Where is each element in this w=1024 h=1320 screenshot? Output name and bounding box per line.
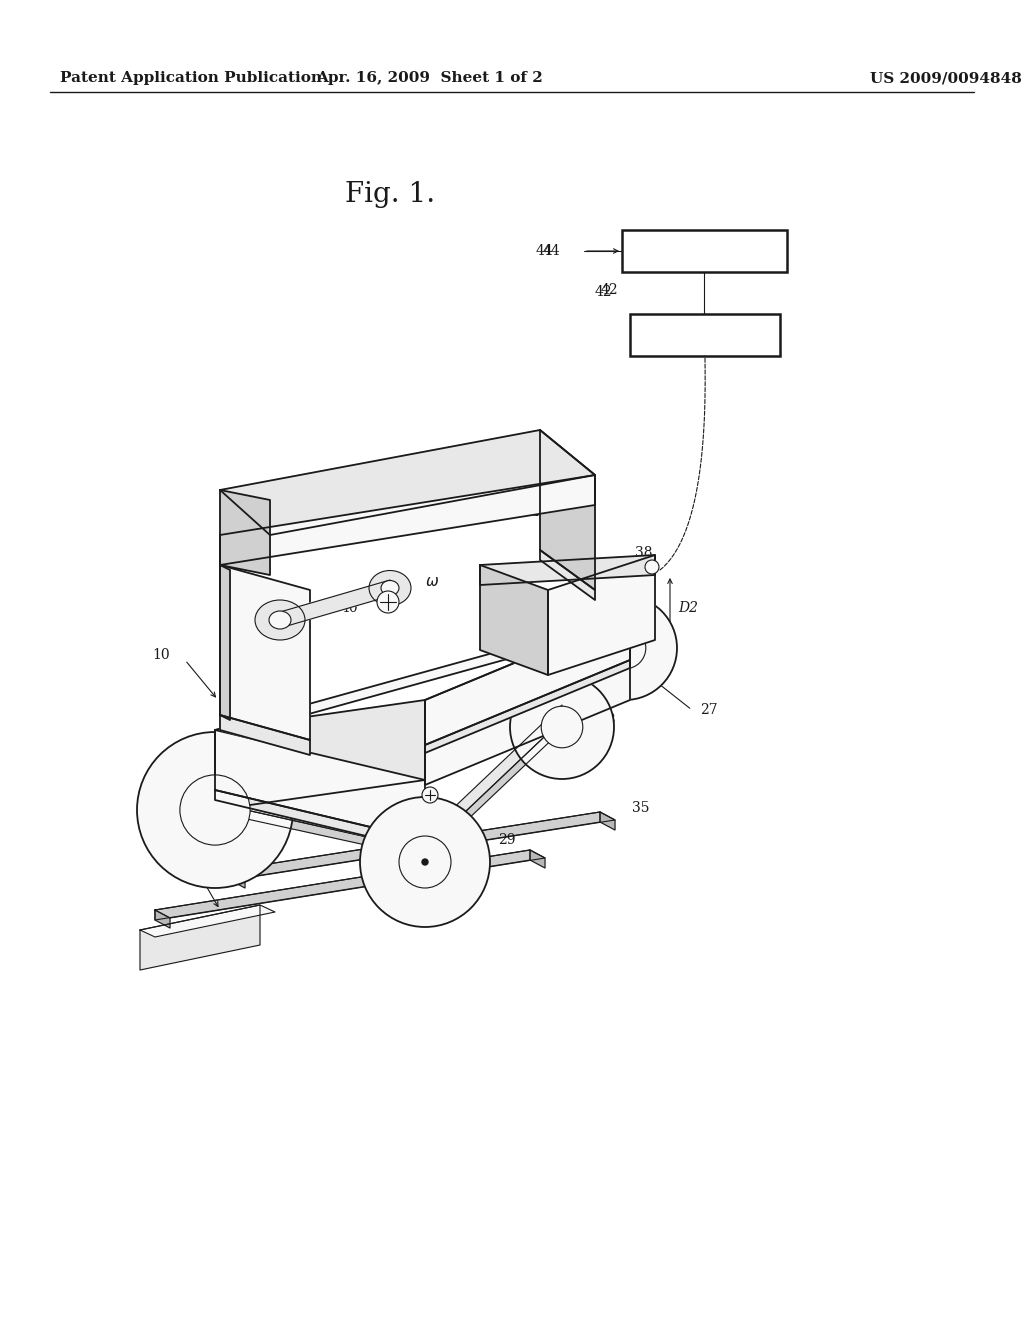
Polygon shape: [155, 909, 170, 928]
Polygon shape: [215, 730, 425, 840]
Text: $\omega$: $\omega$: [425, 576, 439, 589]
Text: 10: 10: [153, 648, 170, 663]
Text: 40: 40: [340, 601, 358, 615]
Polygon shape: [230, 812, 600, 880]
Ellipse shape: [360, 797, 490, 927]
Polygon shape: [215, 615, 630, 741]
Text: 38: 38: [635, 546, 652, 560]
Ellipse shape: [604, 627, 646, 669]
Text: 28: 28: [455, 894, 472, 907]
Ellipse shape: [255, 601, 305, 640]
Text: 35: 35: [632, 801, 649, 814]
Text: D1: D1: [370, 822, 390, 837]
Text: 28: 28: [598, 713, 615, 727]
Ellipse shape: [422, 859, 428, 865]
Polygon shape: [220, 565, 230, 719]
Polygon shape: [220, 565, 310, 741]
Polygon shape: [425, 615, 630, 744]
Polygon shape: [140, 906, 275, 937]
Ellipse shape: [381, 581, 399, 595]
Text: 25: 25: [530, 506, 548, 519]
Polygon shape: [215, 788, 425, 850]
Ellipse shape: [645, 560, 659, 574]
Polygon shape: [425, 705, 562, 850]
Ellipse shape: [377, 591, 399, 612]
Ellipse shape: [573, 597, 677, 700]
Text: ADC: ADC: [685, 326, 724, 345]
Text: US 2009/0094848 A1: US 2009/0094848 A1: [870, 71, 1024, 84]
Text: 29: 29: [498, 833, 515, 847]
Bar: [630, 314, 780, 356]
Text: D2: D2: [678, 601, 698, 615]
Polygon shape: [230, 812, 615, 878]
Polygon shape: [220, 490, 270, 576]
Text: 44: 44: [543, 244, 560, 257]
Ellipse shape: [510, 675, 614, 779]
Text: 42: 42: [600, 282, 618, 297]
Polygon shape: [530, 850, 545, 869]
Ellipse shape: [542, 706, 583, 748]
Polygon shape: [215, 700, 425, 810]
Polygon shape: [425, 660, 630, 752]
Polygon shape: [215, 803, 425, 858]
Polygon shape: [220, 475, 595, 565]
Ellipse shape: [422, 787, 438, 803]
Ellipse shape: [269, 611, 291, 630]
Text: Patent Application Publication: Patent Application Publication: [60, 71, 322, 84]
Ellipse shape: [137, 733, 293, 888]
Ellipse shape: [180, 775, 250, 845]
Text: Apr. 16, 2009  Sheet 1 of 2: Apr. 16, 2009 Sheet 1 of 2: [316, 71, 544, 84]
Polygon shape: [540, 550, 595, 601]
Polygon shape: [548, 554, 655, 675]
Text: 36: 36: [175, 863, 193, 876]
Polygon shape: [155, 850, 545, 917]
Polygon shape: [280, 579, 390, 628]
Ellipse shape: [399, 836, 451, 888]
Text: COMPUTER: COMPUTER: [652, 242, 756, 260]
Text: 28: 28: [245, 763, 262, 777]
Ellipse shape: [369, 570, 411, 606]
Polygon shape: [220, 430, 595, 535]
Polygon shape: [425, 615, 630, 785]
Polygon shape: [230, 870, 245, 888]
Bar: [622, 230, 787, 272]
Polygon shape: [480, 554, 655, 585]
Text: Fig. 1.: Fig. 1.: [345, 181, 435, 209]
Text: 42: 42: [594, 285, 612, 300]
Polygon shape: [140, 906, 260, 970]
Polygon shape: [215, 789, 425, 850]
Polygon shape: [600, 812, 615, 830]
Text: 38: 38: [373, 793, 390, 807]
Polygon shape: [155, 850, 530, 920]
Polygon shape: [425, 719, 562, 861]
Text: 35: 35: [391, 906, 409, 920]
Text: 44: 44: [536, 244, 553, 257]
Polygon shape: [480, 565, 548, 675]
Polygon shape: [220, 715, 310, 755]
Polygon shape: [540, 430, 595, 590]
Text: 27: 27: [700, 704, 718, 717]
